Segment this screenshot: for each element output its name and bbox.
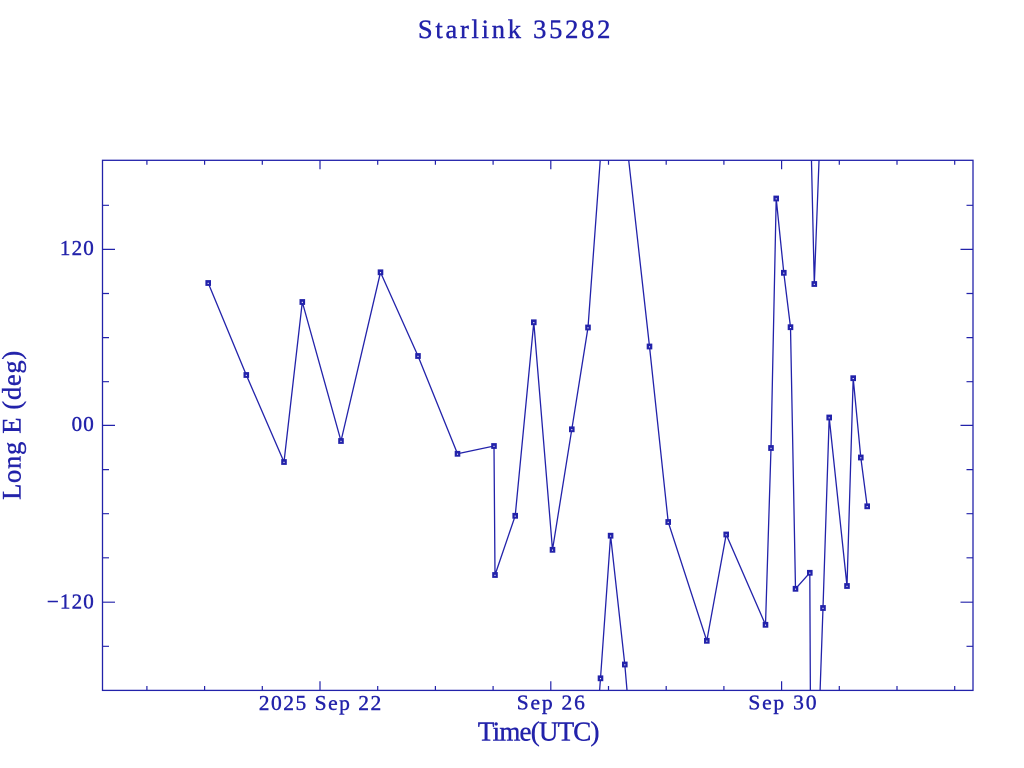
svg-text:00: 00 xyxy=(72,412,95,436)
svg-text:Long E (deg): Long E (deg) xyxy=(0,350,27,500)
svg-text:2025 Sep 22: 2025 Sep 22 xyxy=(259,691,383,715)
svg-text:−120: −120 xyxy=(47,589,95,613)
svg-text:Sep 30: Sep 30 xyxy=(748,691,818,715)
svg-text:Time(UTC): Time(UTC) xyxy=(478,717,599,747)
svg-text:Starlink 35282: Starlink 35282 xyxy=(418,14,613,44)
svg-text:120: 120 xyxy=(60,236,95,260)
svg-text:Sep 26: Sep 26 xyxy=(517,691,587,715)
